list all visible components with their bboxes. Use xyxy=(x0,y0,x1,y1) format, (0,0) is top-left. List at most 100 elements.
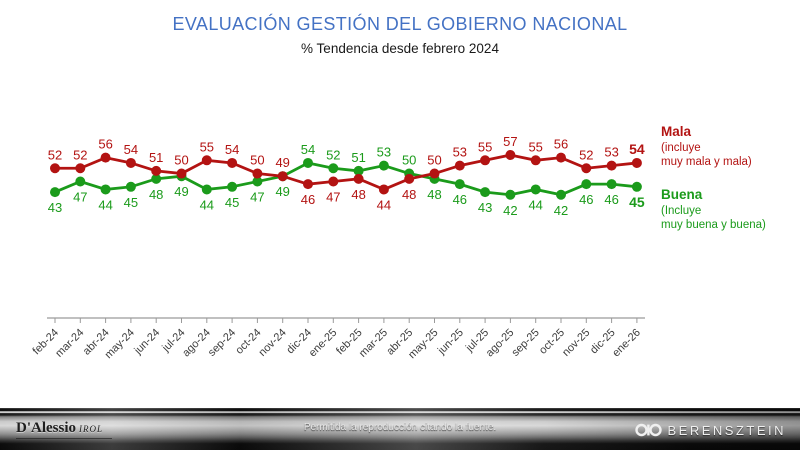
mala-point xyxy=(50,163,60,174)
buena-data-label: 44 xyxy=(200,197,214,212)
buena-data-label: 44 xyxy=(528,197,542,212)
buena-point xyxy=(530,184,541,195)
mala-data-label: 55 xyxy=(478,139,492,154)
mala-point xyxy=(530,155,541,166)
buena-data-label: 46 xyxy=(579,192,593,207)
mala-data-label: 52 xyxy=(579,147,593,162)
x-axis-label: ago-24 xyxy=(180,327,213,360)
irol-logo-text: IROL xyxy=(79,424,103,434)
legend-buena-desc-line1: (Incluye xyxy=(661,205,702,217)
mala-data-label: 54 xyxy=(629,141,645,157)
buena-point xyxy=(303,157,313,168)
buena-point xyxy=(50,187,60,198)
mala-data-label: 57 xyxy=(503,134,517,149)
mala-data-label: 52 xyxy=(48,147,62,162)
mala-point xyxy=(201,155,212,166)
buena-point xyxy=(581,179,592,190)
mala-data-label: 47 xyxy=(326,190,340,205)
mala-point xyxy=(631,157,642,168)
mala-data-label: 48 xyxy=(402,187,416,202)
mala-point xyxy=(378,184,389,195)
buena-data-label: 51 xyxy=(351,150,365,165)
buena-point xyxy=(100,184,111,195)
berensztein-mark-icon xyxy=(635,423,663,437)
buena-data-label: 42 xyxy=(503,203,517,218)
x-axis-label: ene-25 xyxy=(307,327,340,360)
buena-point xyxy=(606,179,617,190)
mala-data-label: 55 xyxy=(200,139,214,154)
mala-point xyxy=(404,173,415,184)
mala-point xyxy=(277,171,288,182)
legend-buena: Buena (Incluye muy buena y buena) xyxy=(661,187,796,232)
berensztein-logo-text: BERENSZTEIN xyxy=(667,422,786,438)
buena-point xyxy=(201,184,212,195)
buena-point xyxy=(631,181,642,192)
mala-point xyxy=(353,173,364,184)
mala-point xyxy=(328,176,339,187)
mala-data-label: 56 xyxy=(554,137,568,152)
mala-data-label: 48 xyxy=(351,187,365,202)
x-axis-label: nov-25 xyxy=(560,327,592,359)
mala-point xyxy=(227,157,238,168)
buena-point xyxy=(556,189,566,200)
mala-point xyxy=(606,160,617,171)
legend-mala-desc-line2: muy mala y mala) xyxy=(661,156,752,169)
mala-point xyxy=(75,163,86,174)
buena-data-label: 54 xyxy=(301,142,315,157)
mala-data-label: 50 xyxy=(174,153,188,168)
buena-data-label: 48 xyxy=(149,187,163,202)
buena-data-label: 49 xyxy=(174,184,188,199)
dalessio-logo-text: D'Alessio xyxy=(16,420,76,436)
berensztein-logo: BERENSZTEIN xyxy=(635,422,786,438)
x-axis-label: nov-24 xyxy=(257,327,289,359)
buena-data-label: 43 xyxy=(48,200,62,215)
buena-data-label: 43 xyxy=(478,200,492,215)
mala-data-label: 56 xyxy=(98,137,112,152)
buena-data-label: 46 xyxy=(604,192,618,207)
buena-data-label: 45 xyxy=(124,195,138,210)
mala-point xyxy=(303,179,313,190)
mala-point xyxy=(252,168,263,179)
mala-data-label: 52 xyxy=(73,147,87,162)
dalessio-logo-rule xyxy=(16,438,112,439)
buena-data-label: 47 xyxy=(250,190,264,205)
x-axis-label: sep-24 xyxy=(206,327,238,359)
x-axis-label: sep-25 xyxy=(510,327,542,359)
mala-point xyxy=(581,163,592,174)
buena-point xyxy=(125,181,136,192)
buena-point xyxy=(378,160,389,171)
mala-data-label: 50 xyxy=(427,153,441,168)
x-axis-label: ago-25 xyxy=(484,327,517,360)
mala-point xyxy=(176,168,187,179)
legend-mala-title: Mala xyxy=(661,124,692,139)
mala-data-label: 50 xyxy=(250,153,264,168)
legend-buena-desc-line2: muy buena y buena) xyxy=(661,219,766,232)
page-subtitle: % Tendencia desde febrero 2024 xyxy=(301,41,499,56)
buena-data-label: 50 xyxy=(402,153,416,168)
mala-data-label: 49 xyxy=(275,155,289,170)
mala-point xyxy=(125,157,136,168)
buena-data-label: 45 xyxy=(629,194,645,210)
mala-point xyxy=(454,160,465,171)
buena-point xyxy=(328,163,339,174)
mala-data-label: 53 xyxy=(604,145,618,160)
buena-data-label: 49 xyxy=(275,184,289,199)
mala-point xyxy=(505,150,516,160)
mala-data-label: 51 xyxy=(149,150,163,165)
x-axis-label: mar-24 xyxy=(53,327,86,360)
mala-point xyxy=(429,168,440,179)
mala-point xyxy=(151,165,162,176)
buena-point xyxy=(480,187,491,198)
buena-point xyxy=(75,176,86,187)
legend-mala: Mala (incluye muy mala y mala) xyxy=(661,124,796,169)
mala-data-label: 54 xyxy=(124,142,138,157)
mala-point xyxy=(556,152,566,163)
buena-data-label: 46 xyxy=(453,192,467,207)
mala-data-label: 53 xyxy=(453,145,467,160)
x-axis-label: jun-25 xyxy=(435,327,466,358)
mala-point xyxy=(480,155,491,166)
footer-note: Permitida la reproducción citando la fue… xyxy=(303,422,497,433)
buena-point xyxy=(227,181,238,192)
x-axis-label: jun-24 xyxy=(132,327,163,358)
buena-point xyxy=(454,179,465,190)
